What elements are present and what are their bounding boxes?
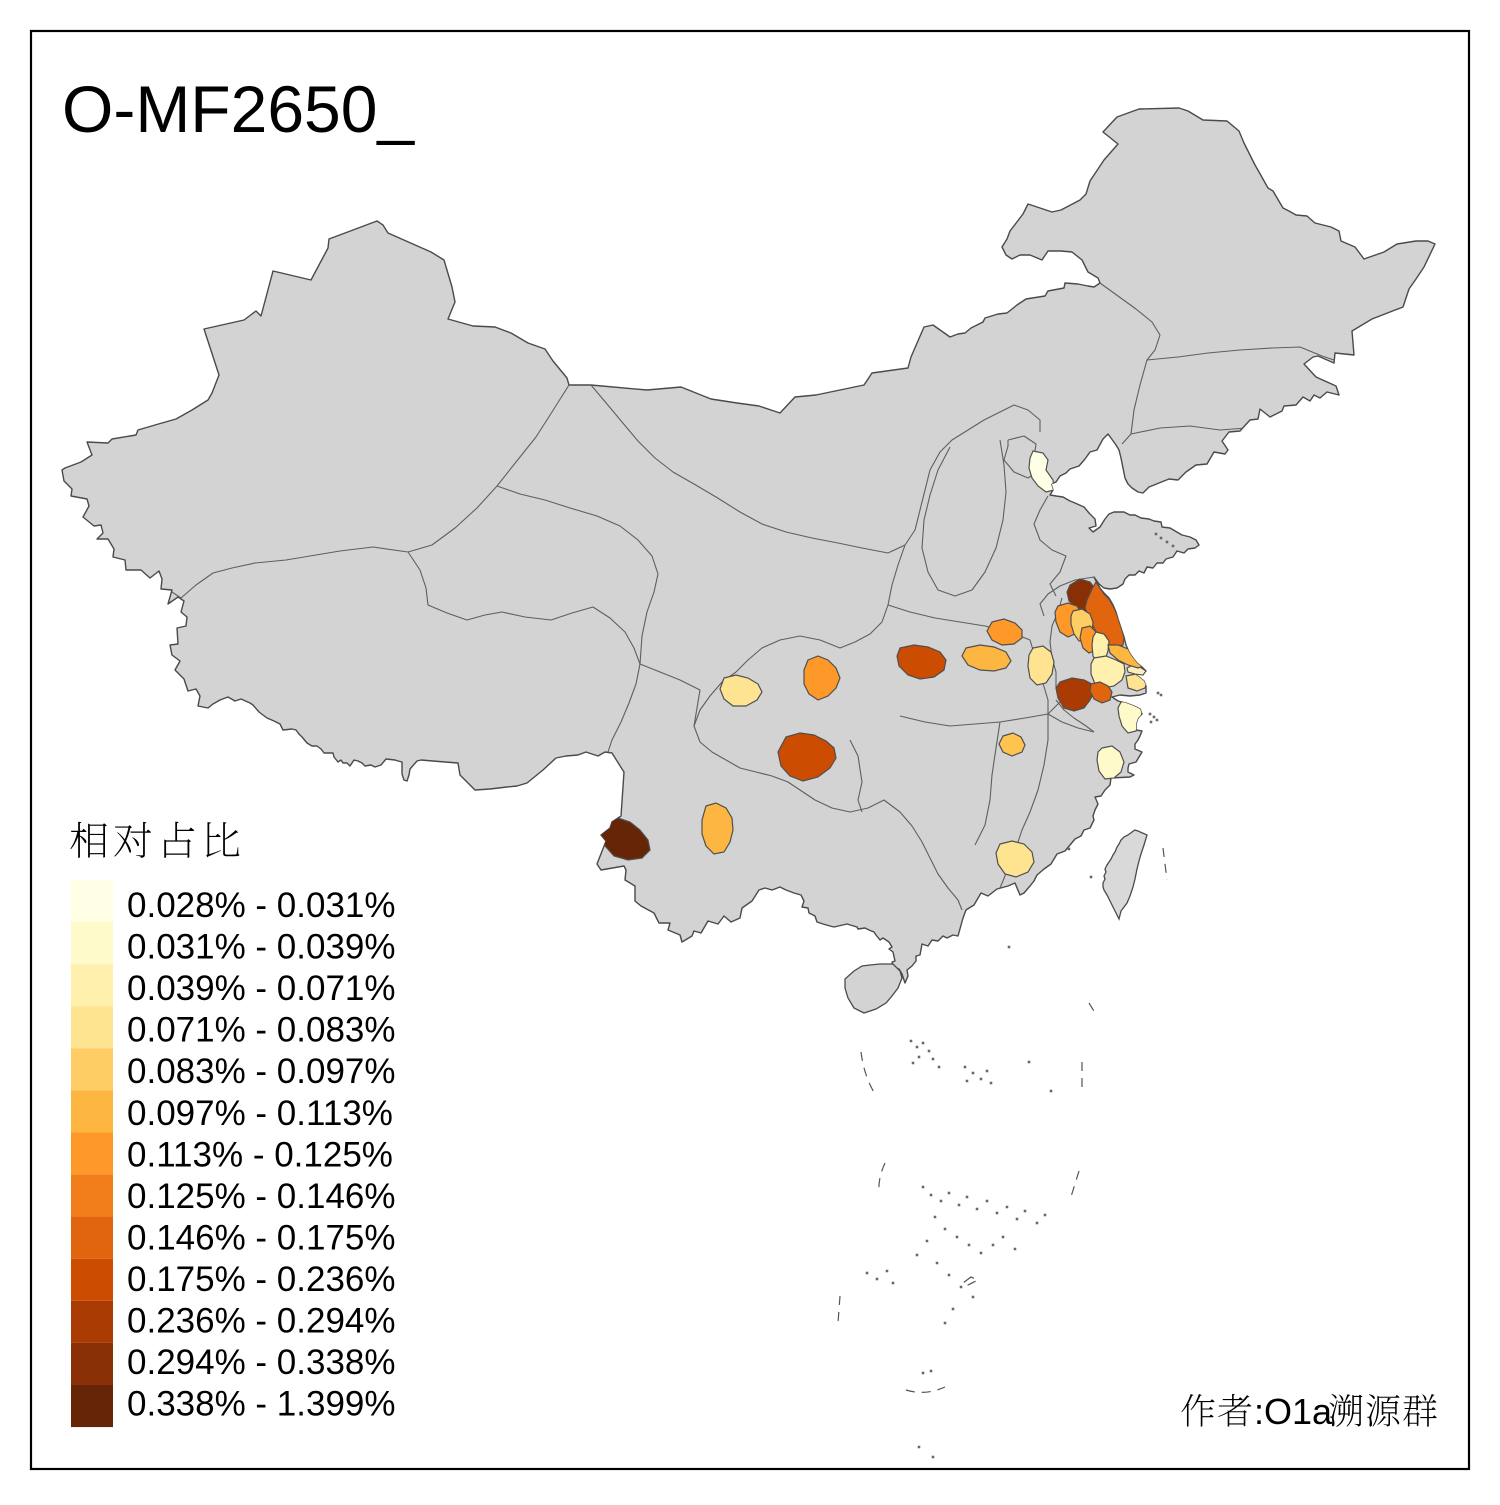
svg-text:0.113% - 0.125%: 0.113% - 0.125% — [127, 1135, 393, 1174]
svg-text:0.236% - 0.294%: 0.236% - 0.294% — [127, 1302, 396, 1341]
svg-text:0.039% - 0.071%: 0.039% - 0.071% — [127, 969, 396, 1008]
svg-text:0.083% - 0.097%: 0.083% - 0.097% — [127, 1052, 396, 1091]
svg-text:O-MF2650_: O-MF2650_ — [62, 72, 415, 146]
svg-text:0.146% - 0.175%: 0.146% - 0.175% — [127, 1218, 396, 1257]
svg-text:0.125% - 0.146%: 0.125% - 0.146% — [127, 1177, 396, 1216]
svg-text:0.097% - 0.113%: 0.097% - 0.113% — [127, 1094, 393, 1133]
svg-text:0.294% - 0.338%: 0.294% - 0.338% — [127, 1343, 396, 1382]
svg-text:0.338% - 1.399%: 0.338% - 1.399% — [127, 1385, 396, 1424]
svg-text:0.028% - 0.031%: 0.028% - 0.031% — [127, 886, 396, 925]
svg-text:0.031% - 0.039%: 0.031% - 0.039% — [127, 928, 396, 967]
svg-text::O1a: :O1a — [1254, 1391, 1333, 1432]
svg-text:0.071% - 0.083%: 0.071% - 0.083% — [127, 1011, 396, 1050]
svg-text:0.175% - 0.236%: 0.175% - 0.236% — [127, 1260, 396, 1299]
